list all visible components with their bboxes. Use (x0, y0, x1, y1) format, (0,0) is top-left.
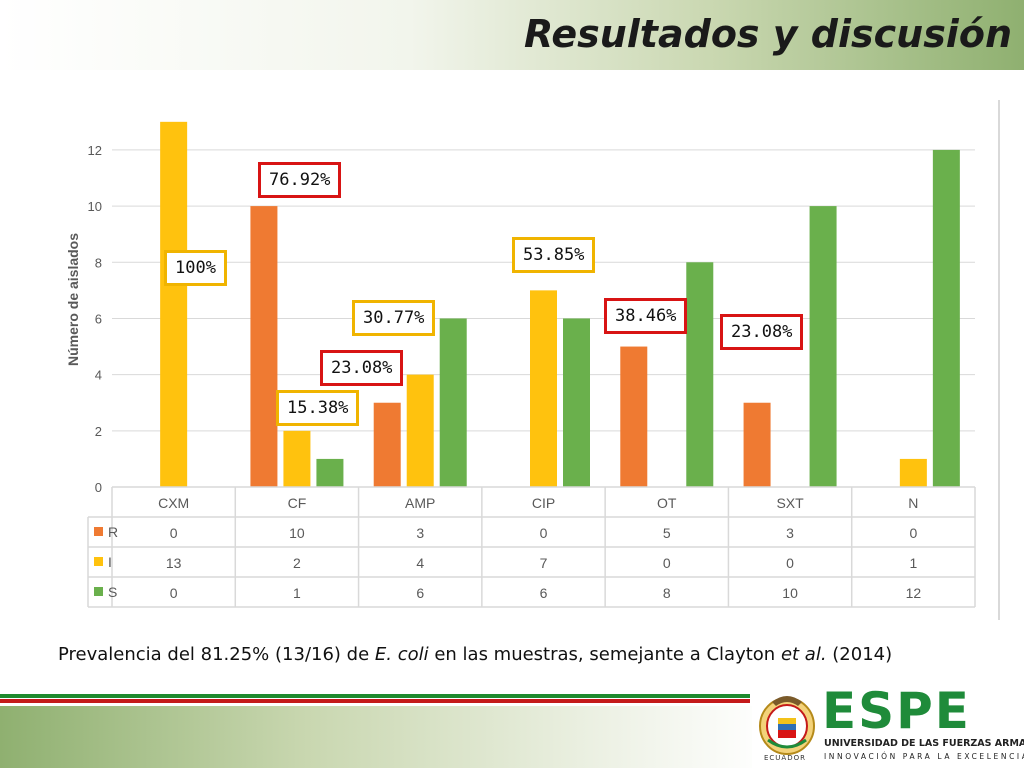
bar-i-cip (530, 290, 557, 487)
x-category-label: CIP (532, 495, 555, 511)
table-cell-value: 10 (289, 525, 305, 541)
table-cell-value: 6 (540, 585, 548, 601)
table-cell-value: 2 (293, 555, 301, 571)
callout-cip-i: 53.85% (512, 237, 596, 273)
callout-cxm-i: 100% (164, 250, 227, 286)
university-seal-icon (759, 696, 815, 755)
table-cell-value: 0 (170, 585, 178, 601)
y-tick-label: 4 (95, 368, 102, 383)
legend-key-i (94, 557, 103, 566)
table-cell-value: 0 (663, 555, 671, 571)
bar-s-sxt (809, 206, 837, 487)
bar-s-n (932, 149, 960, 487)
x-category-label: CF (288, 495, 307, 511)
table-cell-value: 6 (416, 585, 424, 601)
table-cell-value: 10 (782, 585, 798, 601)
bar-r-cf (250, 206, 278, 487)
bar-s-amp (439, 318, 467, 487)
table-cell-value: 0 (170, 525, 178, 541)
callout-sxt-r: 23.08% (720, 314, 804, 350)
table-cell-value: 8 (663, 585, 671, 601)
callout-ot-r: 38.46% (604, 298, 688, 334)
y-tick-label: 2 (95, 424, 102, 439)
y-tick-label: 8 (95, 255, 102, 270)
espe-logo: ECUADOR ESPE UNIVERSIDAD DE LAS FUERZAS … (752, 682, 1024, 768)
y-tick-label: 0 (95, 480, 102, 495)
table-cell-value: 13 (166, 555, 182, 571)
callout-amp-i: 30.77% (352, 300, 436, 336)
table-cell-value: 1 (909, 555, 917, 571)
bar-i-cxm (160, 121, 188, 488)
caption-post: (2014) (826, 644, 893, 665)
seal-label: ECUADOR (764, 754, 806, 762)
table-cell-value: 12 (906, 585, 922, 601)
bar-r-ot (620, 346, 648, 487)
caption-etal: et al. (780, 644, 827, 665)
bar-i-amp (406, 374, 434, 487)
table-cell-value: 3 (416, 525, 424, 541)
x-category-label: CXM (158, 495, 189, 511)
x-category-label: AMP (405, 495, 435, 511)
caption-pre: Prevalencia del 81.25% (13/16) de (58, 644, 375, 665)
table-cell-value: 0 (540, 525, 548, 541)
brand-tagline: INNOVACIÓN PARA LA EXCELENCIA (824, 752, 1024, 761)
caption-mid: en las muestras, semejante a Clayton (428, 644, 781, 665)
table-cell-value: 1 (293, 585, 301, 601)
y-tick-label: 12 (88, 143, 102, 158)
legend-label: I (108, 554, 112, 570)
legend-label: S (108, 584, 117, 600)
bar-r-amp (373, 402, 401, 487)
footer-stripe-green (0, 694, 750, 698)
bar-r-sxt (743, 402, 771, 487)
table-cell-value: 3 (786, 525, 794, 541)
y-tick-label: 6 (95, 311, 102, 326)
table-cell-value: 4 (416, 555, 424, 571)
x-category-label: SXT (776, 495, 804, 511)
x-category-label: OT (657, 495, 677, 511)
brand-wordmark: ESPE (822, 682, 971, 740)
bar-s-ot (686, 262, 714, 487)
legend-key-r (94, 527, 103, 536)
bar-i-n (899, 458, 927, 487)
header-band (0, 0, 1024, 70)
bar-s-cf (316, 458, 344, 487)
table-cell-value: 5 (663, 525, 671, 541)
bar-s-cip (563, 318, 590, 487)
x-category-label: N (908, 495, 918, 511)
table-cell-value: 0 (786, 555, 794, 571)
legend-label: R (108, 524, 118, 540)
table-cell-value: 0 (909, 525, 917, 541)
callout-cf-i: 15.38% (276, 390, 360, 426)
bar-chart: 0 2 4 6 8 10 12 Número de aislados CXM CF AMP CIP OT… (62, 100, 1002, 625)
slide-title: Resultados y discusión (523, 12, 1012, 56)
legend-key-s (94, 587, 103, 596)
y-axis-label: Número de aislados (65, 233, 81, 366)
table-cell-value: 7 (540, 555, 548, 571)
caption-species: E. coli (374, 644, 429, 665)
bar-i-cf (283, 430, 311, 487)
y-tick-label: 10 (88, 199, 102, 214)
callout-cf-r: 76.92% (258, 162, 342, 198)
brand-subtitle: UNIVERSIDAD DE LAS FUERZAS ARMADAS (824, 738, 1024, 749)
slide-caption: Prevalencia del 81.25% (13/16) de E. col… (58, 644, 892, 665)
footer-stripe-red (0, 699, 750, 703)
callout-amp-r: 23.08% (320, 350, 404, 386)
